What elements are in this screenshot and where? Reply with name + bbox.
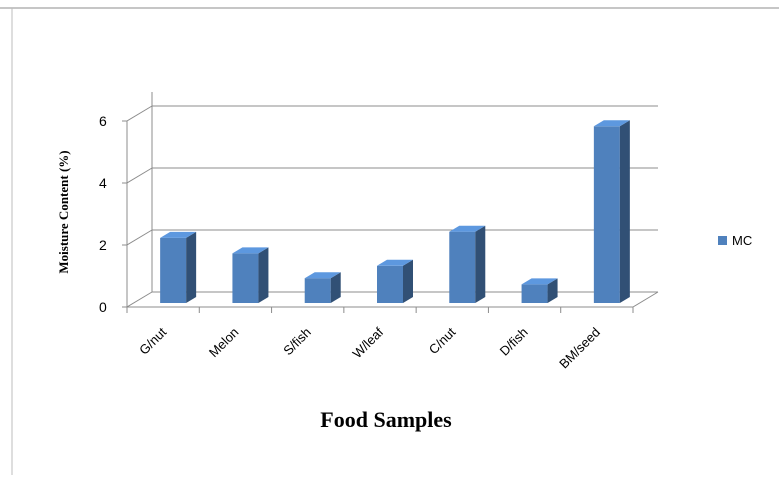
- category-labels: G/nut Melon S/fish W/leaf C/nut D/fish BM/seed: [136, 324, 603, 371]
- bar-top: [160, 231, 197, 238]
- bar-top: [377, 259, 413, 266]
- legend: MC: [718, 233, 752, 248]
- floor-right-edge: [632, 291, 659, 308]
- bar-front: [232, 253, 259, 303]
- legend-swatch: [718, 236, 727, 245]
- bar: [377, 259, 413, 303]
- bar-front: [521, 284, 548, 303]
- bar: [304, 272, 341, 303]
- bar-side: [403, 259, 413, 303]
- bar-top: [449, 225, 486, 232]
- bar-side: [186, 231, 197, 303]
- gridline-depth: [126, 167, 153, 184]
- x-category-label: Melon: [206, 325, 242, 361]
- bar-front: [377, 265, 403, 303]
- bar-front: [160, 237, 187, 303]
- y-tick-label: 4: [99, 175, 107, 191]
- bar: [160, 231, 197, 303]
- gridline-depth: [126, 291, 153, 308]
- bar-front: [449, 231, 476, 303]
- y-tick-label: 2: [99, 237, 107, 253]
- y-tick-label: 6: [99, 113, 107, 129]
- bar: [593, 120, 630, 303]
- x-category-label: D/fish: [497, 325, 531, 359]
- bar: [449, 225, 486, 303]
- y-tick-label: 0: [99, 299, 107, 315]
- x-category-label: G/nut: [136, 324, 169, 357]
- x-category-label: BM/seed: [556, 325, 603, 372]
- y-tick-labels: 0 2 4 6: [99, 113, 107, 315]
- bar-side: [330, 272, 341, 303]
- axes: [122, 120, 659, 313]
- bar-top: [232, 247, 269, 254]
- x-category-label: C/nut: [426, 324, 459, 357]
- bar-top: [304, 272, 341, 279]
- bar-top: [593, 120, 630, 127]
- x-axis-title: Food Samples: [320, 407, 452, 432]
- bar-side: [475, 225, 486, 303]
- bar-front: [304, 278, 331, 303]
- bar-side: [258, 247, 269, 303]
- bar-side: [547, 278, 558, 303]
- y-axis-title: Moisture Content (%): [56, 150, 71, 273]
- x-category-label: W/leaf: [349, 324, 386, 361]
- x-category-label: S/fish: [280, 325, 314, 359]
- gridline-depth: [126, 105, 153, 122]
- bar: [521, 278, 558, 303]
- bars: [160, 120, 630, 303]
- bar-front: [593, 126, 620, 303]
- bar: [232, 247, 269, 303]
- bar-side: [619, 120, 630, 303]
- legend-label: MC: [732, 233, 752, 248]
- gridline-depth: [126, 229, 153, 246]
- bar-top: [521, 278, 558, 285]
